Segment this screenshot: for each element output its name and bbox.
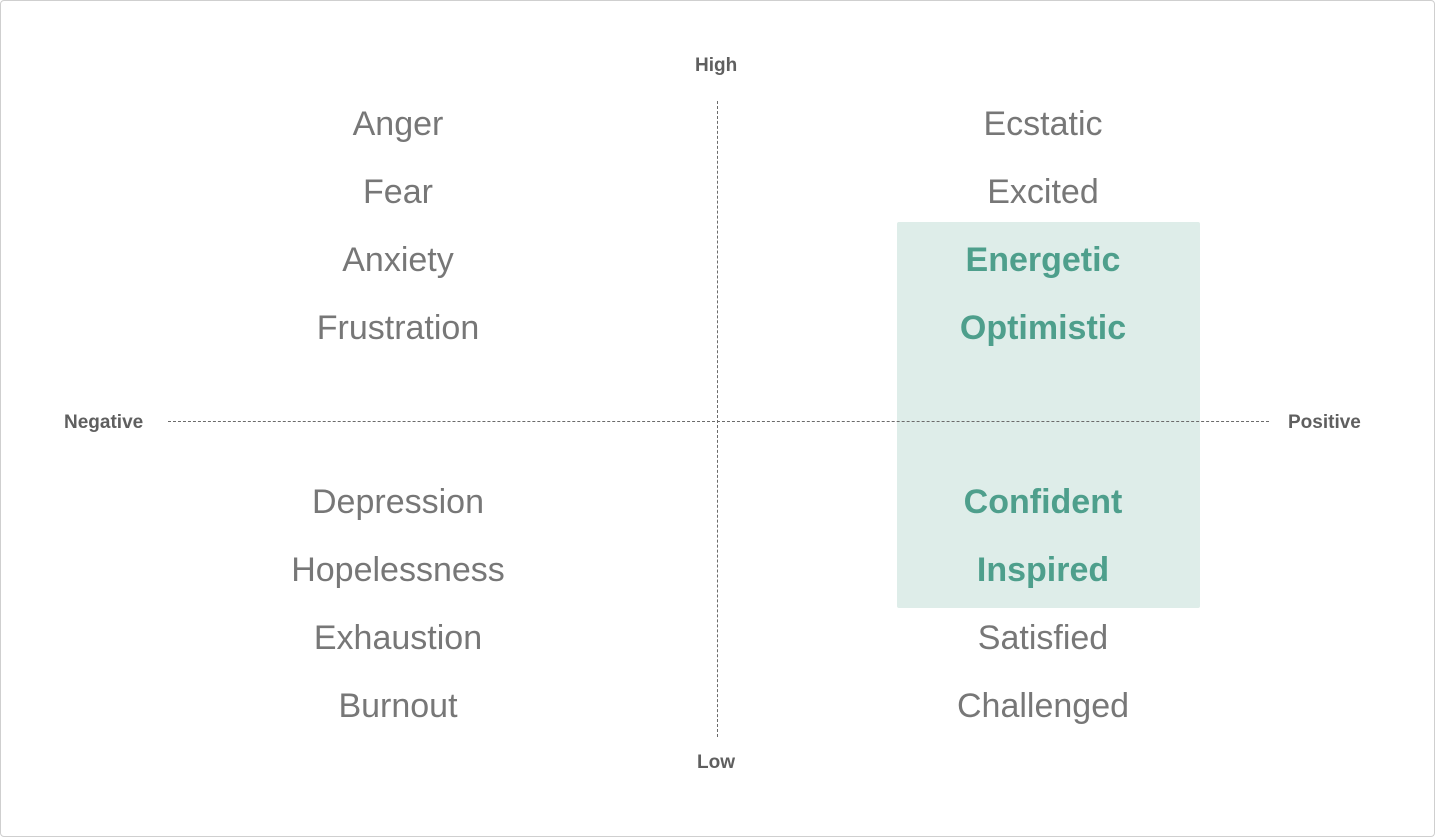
quadrant-bottom-right-word-highlighted: Confident bbox=[963, 483, 1123, 521]
vertical-axis bbox=[717, 101, 718, 737]
quadrant-top-left-word: Anger bbox=[352, 105, 444, 143]
quadrant-bottom-left-word: Burnout bbox=[338, 687, 458, 725]
quadrant-top-left-word: Frustration bbox=[316, 309, 480, 347]
quadrant-top-left-word: Anxiety bbox=[342, 241, 454, 279]
quadrant-top-right-word: Ecstatic bbox=[983, 105, 1103, 143]
quadrant-top-left-word: Fear bbox=[363, 173, 433, 211]
quadrant-top-right-word: Excited bbox=[987, 173, 1099, 211]
quadrant-top-right-word-highlighted: Energetic bbox=[965, 241, 1121, 279]
horizontal-axis bbox=[168, 421, 1269, 422]
axis-label-positive: Positive bbox=[1288, 412, 1361, 433]
quadrant-bottom-right-word-highlighted: Inspired bbox=[976, 551, 1110, 589]
axis-label-high: High bbox=[695, 55, 738, 76]
quadrant-bottom-left-word: Depression bbox=[312, 483, 484, 521]
quadrant-top-right-word-highlighted: Optimistic bbox=[959, 309, 1127, 347]
axis-label-low: Low bbox=[697, 752, 735, 773]
quadrant-bottom-right-word: Challenged bbox=[956, 687, 1130, 725]
quadrant-bottom-right-word: Satisfied bbox=[977, 619, 1109, 657]
quadrant-bottom-left-word: Hopelessness bbox=[291, 551, 505, 589]
axis-label-negative: Negative bbox=[64, 412, 144, 433]
quadrant-bottom-left-word: Exhaustion bbox=[313, 619, 483, 657]
highlight-region bbox=[897, 222, 1200, 608]
